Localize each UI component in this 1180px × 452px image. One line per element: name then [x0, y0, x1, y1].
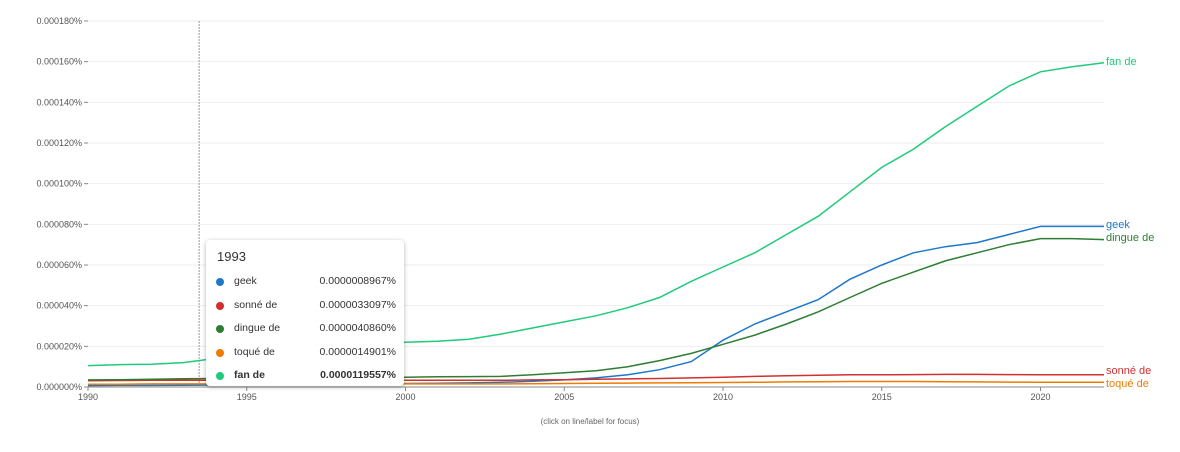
x-axis: 1990 1995 2000 2005 2010 2015 2020	[78, 386, 1104, 402]
tooltip-row: toqué de 0.0000014901%	[216, 345, 396, 363]
tooltip-series-value: 0.0000033097%	[319, 298, 397, 311]
y-tick-label: 0.000180%	[36, 16, 82, 26]
focus-hint: (click on line/label for focus)	[540, 417, 640, 426]
y-tick-label: 0.000160%	[36, 57, 82, 67]
tooltip-series-value: 0.0000008967%	[319, 275, 397, 287]
y-tick-label: 0.000000%	[36, 382, 82, 392]
y-tick-label: 0.000060%	[36, 260, 82, 270]
y-tick-label: 0.000040%	[36, 301, 82, 311]
y-tick-label: 0.000120%	[36, 138, 82, 148]
y-tick-label: 0.000140%	[36, 97, 82, 107]
series-color-dot	[216, 325, 224, 333]
tooltip-year: 1993	[217, 249, 246, 264]
x-tick-label: 2015	[872, 392, 892, 402]
x-tick-label: 1990	[78, 392, 98, 402]
x-tick-label: 2010	[713, 392, 733, 402]
tooltip-row: sonné de 0.0000033097%	[216, 298, 396, 316]
tooltip-row: fan de 0.0000119557%	[216, 368, 396, 386]
series-label[interactable]: dingue de	[1106, 232, 1154, 244]
hover-tooltip: 1993 geek 0.0000008967% sonné de 0.00000330…	[206, 240, 404, 386]
series-label[interactable]: fan de	[1106, 56, 1137, 68]
tooltip-series-value: 0.0000014901%	[319, 345, 397, 358]
tooltip-series-value: 0.0000040860%	[319, 322, 397, 334]
series-labels[interactable]: geek sonné de dingue de toqué de fan de	[1106, 56, 1154, 390]
y-tick-label: 0.000100%	[36, 179, 82, 189]
y-tick-label: 0.000020%	[36, 341, 82, 351]
x-tick-label: 2000	[395, 392, 415, 402]
series-color-dot	[216, 348, 224, 357]
x-tick-label: 2020	[1030, 392, 1050, 402]
tooltip-series-name: toqué de	[234, 345, 275, 358]
tooltip-series-value: 0.0000119557%	[320, 369, 396, 381]
tooltip-series-name: sonné de	[234, 298, 278, 311]
x-tick-label: 1995	[237, 392, 257, 402]
tooltip-series-name: dingue de	[234, 322, 281, 334]
series-color-dot	[216, 301, 224, 310]
y-axis: 0.000000% 0.000020% 0.000040% 0.000060% 0.00…	[36, 16, 88, 392]
x-tick-label: 2005	[554, 392, 574, 402]
series-color-dot	[216, 278, 224, 286]
y-tick-label: 0.000080%	[36, 219, 82, 229]
tooltip-row: geek 0.0000008967%	[216, 274, 396, 292]
series-label[interactable]: geek	[1106, 219, 1130, 231]
series-label[interactable]: sonné de	[1106, 365, 1151, 377]
series-color-dot	[216, 372, 224, 380]
tooltip-row: dingue de 0.0000040860%	[216, 321, 396, 339]
tooltip-series-name: geek	[234, 275, 257, 287]
series-label[interactable]: toqué de	[1106, 378, 1149, 390]
tooltip-series-name: fan de	[234, 369, 265, 381]
